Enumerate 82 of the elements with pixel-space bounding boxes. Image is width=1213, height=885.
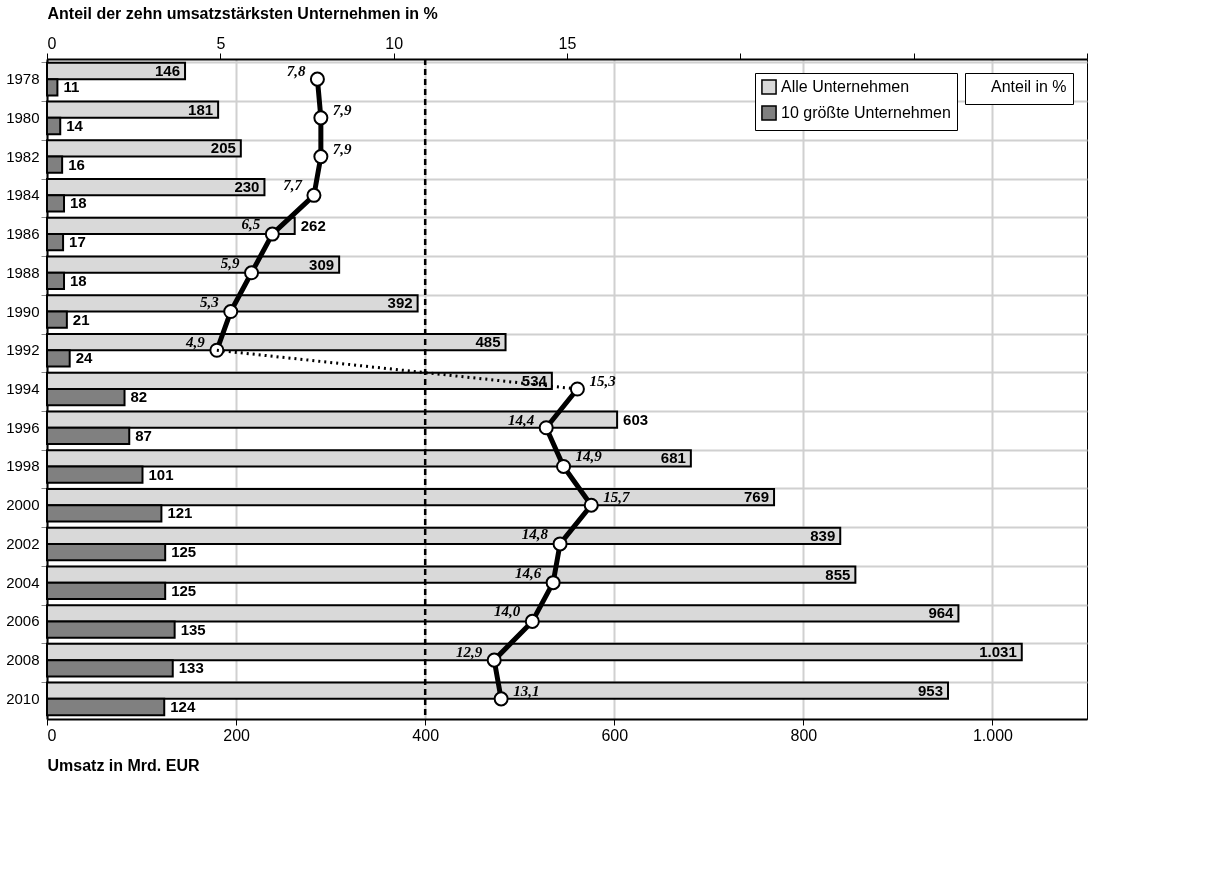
data-label: 14,4 <box>507 411 535 428</box>
data-label: 146 <box>155 62 181 80</box>
data-label: 14,0 <box>494 603 521 620</box>
data-label: 15,3 <box>589 373 617 389</box>
y-tick-label: 1986 <box>6 225 40 243</box>
y-tick-label: 1990 <box>6 302 40 320</box>
y-tick-label: 2006 <box>6 612 40 630</box>
x2-tick-label: 10 <box>385 34 404 52</box>
x2-tick-label: 5 <box>216 34 226 52</box>
data-label: 485 <box>475 333 501 351</box>
data-label: 125 <box>171 581 197 599</box>
data-label: 6,5 <box>241 216 261 233</box>
data-label: 14 <box>66 117 84 135</box>
data-label: 5,9 <box>220 254 241 271</box>
y-tick-label: 1982 <box>6 147 40 165</box>
data-label: 13,1 <box>513 682 540 699</box>
data-label: 24 <box>75 349 94 367</box>
data-label: 839 <box>810 526 836 544</box>
data-label: 133 <box>178 659 204 677</box>
data-label: 7,7 <box>283 177 303 194</box>
data-label: 181 <box>188 100 214 118</box>
x-tick-label: 600 <box>601 726 629 744</box>
data-label: 205 <box>210 139 236 157</box>
data-label: 953 <box>917 681 944 699</box>
data-label: 855 <box>825 565 851 583</box>
data-label: 1.031 <box>979 642 1017 660</box>
x-tick-label: 800 <box>790 726 818 744</box>
y-tick-label: 2002 <box>6 534 40 552</box>
y-tick-label: 2004 <box>6 573 40 591</box>
data-label: 17 <box>69 233 86 251</box>
data-label: 11 <box>63 78 80 96</box>
data-label: 14,6 <box>514 564 542 581</box>
data-label: 230 <box>234 178 260 196</box>
data-label: 262 <box>300 216 326 234</box>
y-tick-label: 1996 <box>6 418 40 436</box>
data-label: 18 <box>70 194 87 212</box>
text: Anteil in % <box>991 78 1067 95</box>
data-label: 7,9 <box>332 140 353 157</box>
y-tick-label: 2000 <box>6 496 40 514</box>
data-label: 15,7 <box>603 489 631 506</box>
data-label: 87 <box>135 426 152 444</box>
y-tick-label: 1978 <box>6 70 40 88</box>
data-label: 5,3 <box>199 293 220 310</box>
y-tick-label: 2008 <box>6 651 40 669</box>
data-label: 121 <box>167 504 193 522</box>
data-label: 125 <box>171 543 197 561</box>
data-label: 124 <box>170 697 196 715</box>
data-label: 21 <box>72 310 90 328</box>
data-label: 101 <box>148 465 174 483</box>
y-tick-label: 1984 <box>6 186 40 204</box>
legend-label: Alle Unternehmen <box>781 78 910 95</box>
legend-label: 10 größte Unternehmen <box>781 104 951 121</box>
data-label: 82 <box>130 388 148 406</box>
data-label: 7,9 <box>332 101 353 118</box>
data-label: 769 <box>744 488 770 506</box>
y-tick-label: 1980 <box>6 108 40 126</box>
y-tick-label: 1992 <box>6 341 40 359</box>
x2-tick-label: 15 <box>558 34 577 52</box>
y-tick-label: 1988 <box>6 263 40 281</box>
data-label: 12,9 <box>455 644 483 661</box>
data-label: 4,9 <box>185 334 206 351</box>
data-label: 16 <box>68 155 85 173</box>
data-label: 14,8 <box>521 525 549 542</box>
x-axis-title: Umsatz in Mrd. EUR <box>47 756 200 774</box>
x-tick-label: 0 <box>47 726 57 744</box>
data-label: 964 <box>928 604 955 622</box>
y-tick-label: 1994 <box>6 380 40 397</box>
data-label: 392 <box>387 294 413 312</box>
x2-tick-label: 0 <box>47 34 57 52</box>
data-label: 603 <box>623 410 649 428</box>
x2-axis-title: Anteil der zehn umsatzstärksten Unternehmen in % <box>47 4 438 22</box>
y-tick-label: 1998 <box>6 457 40 475</box>
data-label: 135 <box>180 620 206 638</box>
y-tick-label: 2010 <box>6 689 40 707</box>
x-tick-label: 400 <box>412 726 440 744</box>
data-label: 7,8 <box>286 63 306 80</box>
data-label: 14,9 <box>575 448 603 465</box>
data-label: 309 <box>309 255 335 273</box>
x-tick-label: 200 <box>223 726 251 744</box>
data-label: 681 <box>660 449 686 467</box>
data-label: 18 <box>70 271 87 289</box>
x-tick-label: 1.000 <box>972 726 1014 744</box>
